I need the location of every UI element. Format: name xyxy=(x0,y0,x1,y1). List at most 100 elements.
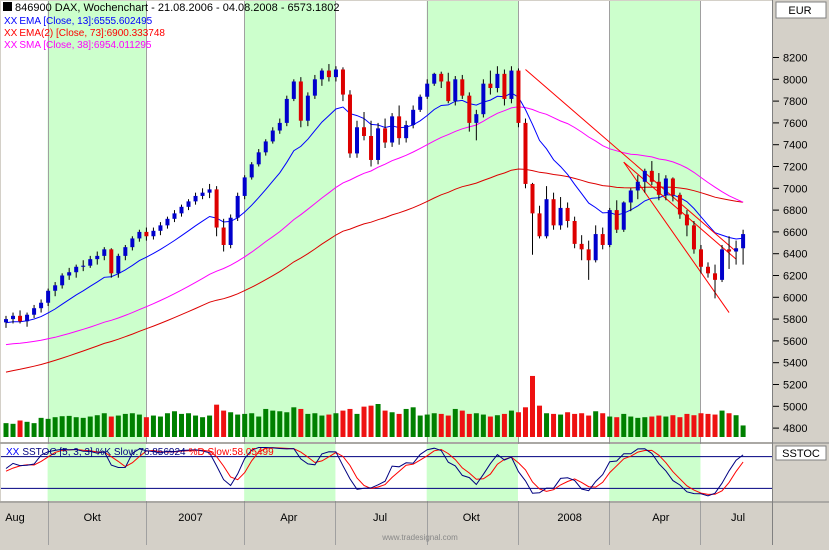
candle xyxy=(509,66,514,104)
volume-bar xyxy=(600,413,606,437)
candle-body xyxy=(172,213,177,219)
volume-bar xyxy=(593,411,599,437)
x-tick-label: Apr xyxy=(652,512,669,524)
shaded-period-0 xyxy=(47,1,146,442)
candle xyxy=(425,79,430,99)
volume-bar xyxy=(438,413,444,437)
volume-bar xyxy=(628,416,634,437)
candle xyxy=(249,162,254,180)
volume-bar xyxy=(179,413,184,437)
volume-bar xyxy=(572,413,578,437)
candle-body xyxy=(242,177,247,196)
y-tick-label: 5400 xyxy=(783,358,807,370)
stoch-shaded-period-1 xyxy=(244,444,336,501)
candle xyxy=(158,222,163,236)
legend-entry-1: XX EMA(2) [Close, 73]:6900.333748 xyxy=(4,28,165,39)
volume-bar xyxy=(501,413,507,437)
candle-body xyxy=(635,181,640,191)
volume-bar xyxy=(642,417,648,437)
y-tick-label: 8000 xyxy=(783,74,807,86)
candle xyxy=(467,92,472,132)
candle-body xyxy=(151,230,156,237)
candle-body xyxy=(207,189,212,193)
volume-bar xyxy=(431,413,437,437)
candle-body xyxy=(221,227,226,245)
candle-body xyxy=(523,122,528,184)
candle xyxy=(628,188,633,212)
x-tick-label: 2007 xyxy=(178,512,202,524)
candle xyxy=(684,210,689,237)
candle xyxy=(530,182,535,255)
candle-body xyxy=(516,70,521,123)
candle-body xyxy=(397,116,402,139)
candle-body xyxy=(453,79,458,102)
candle xyxy=(404,120,409,143)
volume-bar xyxy=(614,417,620,437)
candle xyxy=(558,197,563,230)
candle-body xyxy=(558,207,563,226)
ema-13-line xyxy=(5,92,744,324)
candle-body xyxy=(333,69,338,78)
price-axis[interactable] xyxy=(773,1,828,442)
candle-body xyxy=(474,114,479,123)
candle-body xyxy=(376,128,381,160)
volume-bar xyxy=(263,408,269,437)
candle-body xyxy=(53,285,58,291)
volume-bar xyxy=(487,416,493,437)
candle-body xyxy=(39,302,44,309)
candle-body xyxy=(649,170,654,182)
volume-bar xyxy=(663,416,669,437)
candle xyxy=(376,122,381,165)
candle xyxy=(649,161,654,186)
candle-body xyxy=(614,210,619,230)
candle-body xyxy=(691,225,696,250)
candle xyxy=(600,227,605,250)
candle xyxy=(614,200,619,233)
volume-bar xyxy=(403,408,409,437)
volume-bar xyxy=(80,417,86,437)
volume-bar xyxy=(129,413,135,437)
candle-body xyxy=(4,319,8,323)
candle-body xyxy=(60,275,65,286)
candle-body xyxy=(102,249,107,256)
volume-bar xyxy=(108,416,114,437)
candle-body xyxy=(621,202,626,230)
candle-body xyxy=(432,73,437,84)
candle xyxy=(53,282,58,297)
candle-body xyxy=(734,248,739,252)
volume-bar xyxy=(73,417,79,437)
volume-bar xyxy=(494,415,500,437)
candle-body xyxy=(467,95,472,123)
volume-bar xyxy=(291,407,297,437)
candle-body xyxy=(369,135,374,160)
candle-body xyxy=(116,255,121,274)
volume-bar xyxy=(45,418,51,437)
candle xyxy=(537,205,542,239)
candle-body xyxy=(137,231,142,239)
candle-body xyxy=(544,199,549,237)
volume-bar xyxy=(712,414,718,437)
volume-bar xyxy=(214,404,220,437)
candle xyxy=(32,304,37,319)
y-tick-label: 6400 xyxy=(783,249,807,261)
x-tick-label: Okt xyxy=(84,512,101,524)
candle xyxy=(713,264,718,299)
volume-bar xyxy=(368,405,374,437)
volume-bar xyxy=(354,413,360,437)
candle xyxy=(207,183,212,199)
candle-body xyxy=(158,225,163,231)
candle xyxy=(593,225,598,263)
volume-bar xyxy=(733,415,739,437)
candle xyxy=(453,76,458,106)
shaded-period-1 xyxy=(244,1,336,442)
x-tick-label: Jul xyxy=(731,512,745,524)
candle xyxy=(369,120,374,167)
candle-body xyxy=(446,81,451,102)
candle xyxy=(123,244,128,261)
candle xyxy=(179,204,184,217)
volume-bar xyxy=(59,416,65,437)
legend-entry-2: XX SMA [Close, 38]:6954.011295 xyxy=(4,40,152,51)
candle xyxy=(46,288,51,307)
